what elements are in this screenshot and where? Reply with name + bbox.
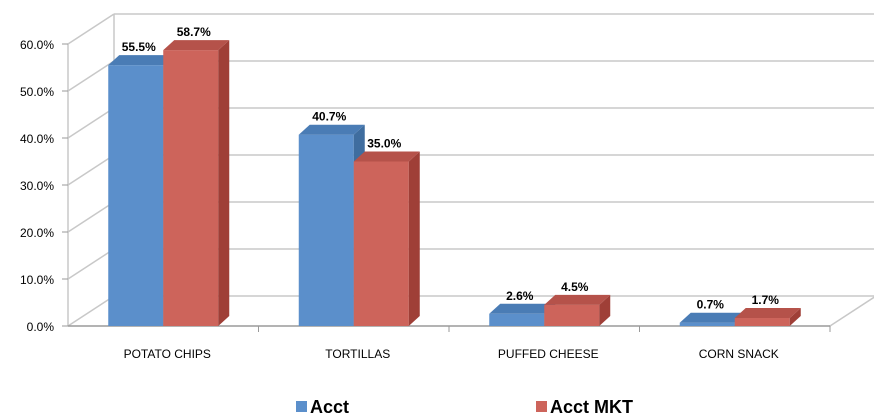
bar-top [163,40,230,51]
y-tick-label: 20.0% [20,226,54,240]
bar-side [789,308,801,326]
y-tick-label: 10.0% [20,273,54,287]
bar-front [544,304,600,326]
y-tick-label: 40.0% [20,132,54,146]
bar-front [679,322,735,326]
data-label: 55.5% [122,40,156,54]
data-label: 1.7% [752,293,780,307]
data-label: 2.6% [506,289,534,303]
x-category-label: CORN SNACK [699,347,779,361]
bar-top [544,294,611,305]
data-label: 40.7% [312,110,346,124]
floor-edge [829,296,874,327]
side-wall-line [67,295,115,327]
side-wall-line [67,248,115,280]
bar-front [108,65,164,327]
gridlines [67,13,874,327]
labels: 0.0% 10.0% 20.0% 30.0% 40.0% 50.0% 60.0% POTATO… [20,25,779,361]
bar-top [353,151,420,162]
data-label: 35.0% [367,137,401,151]
data-label: 0.7% [697,298,725,312]
bar-top [298,124,365,135]
bar-front [163,50,219,327]
data-label: 58.7% [177,25,211,39]
bar-side [408,151,420,326]
side-wall-line [67,201,115,233]
legend-label: Acct [310,397,349,417]
y-tick-label: 60.0% [20,38,54,52]
bar-front [489,313,545,326]
bar-side [218,40,230,327]
y-tick-label: 50.0% [20,85,54,99]
y-tick-label: 0.0% [27,320,55,334]
bar-front [353,161,409,326]
bar-top [489,303,556,314]
side-wall-line [67,154,115,186]
legend-label: Acct MKT [550,397,633,417]
x-category-label: POTATO CHIPS [124,347,211,361]
bar-top [734,308,801,319]
bar-front [298,134,354,326]
side-wall-line [67,13,115,45]
x-category-label: PUFFED CHEESE [498,347,599,361]
bar-top [679,312,746,323]
x-category-label: TORTILLAS [325,347,390,361]
legend-swatch [536,401,547,412]
legend-swatch [296,401,307,412]
data-label: 4.5% [561,280,589,294]
legend: Acct Acct MKT [296,397,633,417]
bars [108,40,801,327]
y-tick-label: 30.0% [20,179,54,193]
bar-front [734,318,790,326]
bar-top [108,55,175,66]
bar-side [599,294,611,326]
side-wall-line [67,60,115,92]
side-wall-line [67,107,115,139]
